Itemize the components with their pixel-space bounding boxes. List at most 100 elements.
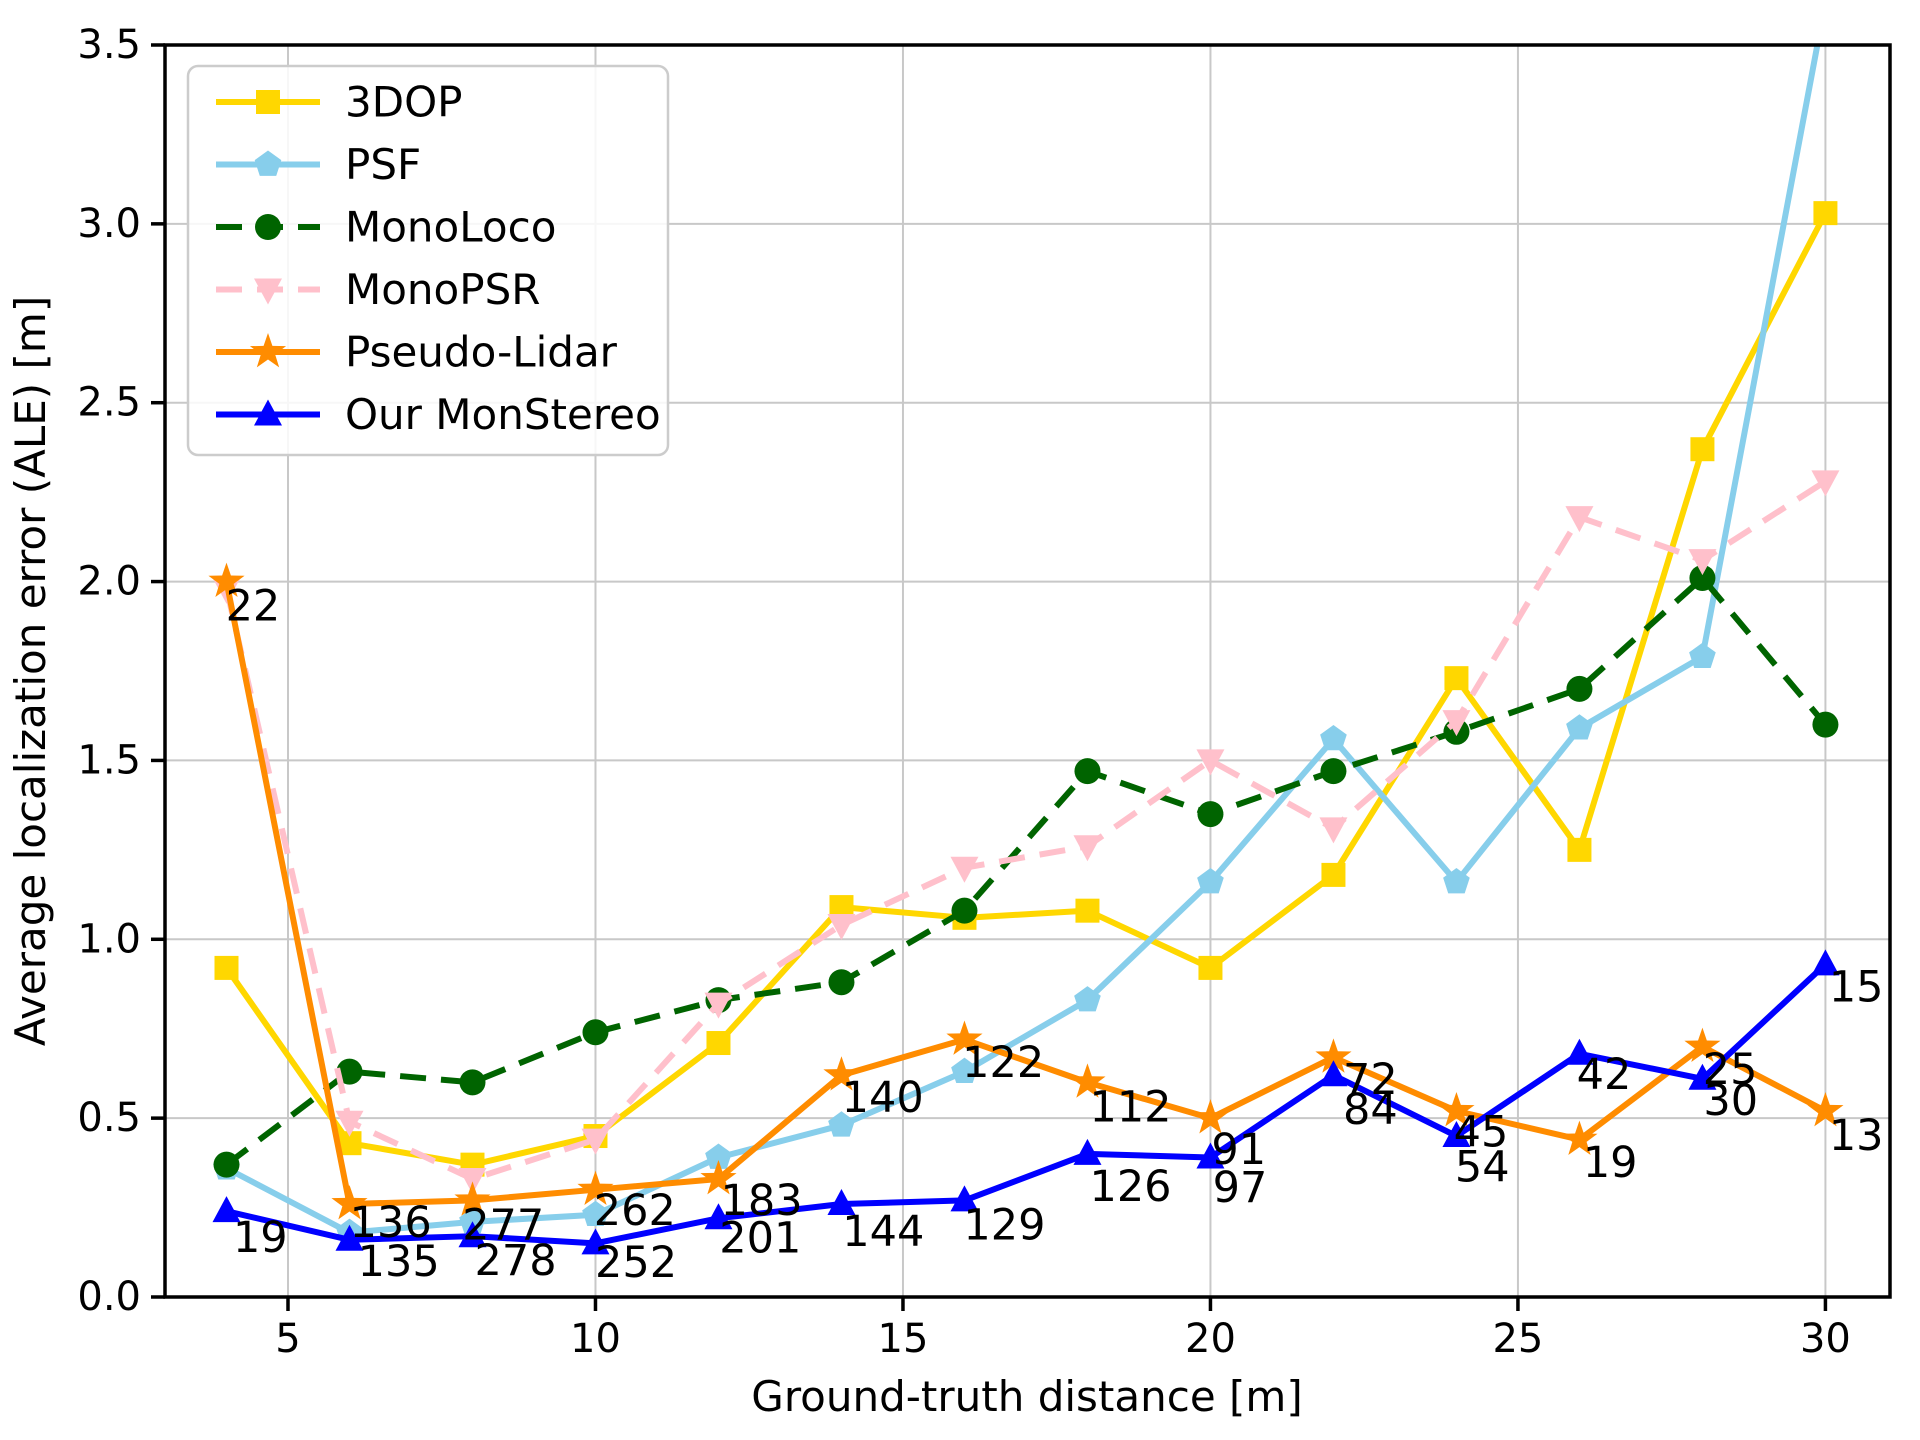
y-axis-label: Average localization error (ALE) [m]	[6, 296, 55, 1046]
count-annotation: 72	[1343, 1055, 1398, 1105]
square-marker	[1813, 201, 1838, 226]
count-annotation: 13	[1829, 1111, 1884, 1161]
pentagon-marker	[582, 1200, 609, 1227]
count-annotation: 252	[595, 1238, 677, 1288]
legend-label: MonoLoco	[345, 203, 556, 252]
star-marker	[1438, 1091, 1475, 1127]
count-annotation: 277	[462, 1200, 544, 1250]
x-axis-label: Ground-truth distance [m]	[751, 1372, 1302, 1421]
count-annotation: 122	[962, 1038, 1044, 1088]
circle-marker	[582, 1019, 609, 1046]
star-marker	[208, 562, 245, 597]
star-marker	[946, 1020, 983, 1055]
series-line	[223, 580, 1827, 1207]
plot-border	[163, 43, 1892, 1299]
square-marker	[214, 955, 239, 980]
pentagon-marker	[1197, 868, 1224, 894]
axes: 5 10 15 20 25 300.00.51.01.52.02.53.03.5	[77, 22, 1892, 1362]
circle-marker	[336, 1058, 363, 1085]
triangle-down-marker	[1688, 549, 1717, 576]
count-annotation: 19	[233, 1213, 288, 1263]
triangle-up-marker	[581, 1228, 610, 1255]
count-annotation: 84	[1343, 1085, 1398, 1135]
square-marker	[1321, 862, 1346, 887]
series-line	[225, 962, 1828, 1247]
y-tick-label: 0.5	[77, 1095, 141, 1141]
triangle-up-marker	[1073, 1138, 1102, 1165]
count-annotation: 136	[350, 1198, 432, 1248]
triangle-up-marker	[1811, 949, 1840, 976]
pentagon-marker	[459, 1207, 486, 1234]
triangle-down-marker	[581, 1128, 610, 1155]
triangle-up-marker	[1688, 1063, 1717, 1090]
series-line	[223, 478, 1828, 1182]
x-tick-label: 15	[878, 1316, 929, 1362]
count-annotation: 22	[226, 582, 281, 632]
circle-marker	[828, 969, 855, 996]
legend-entry: 3DOP	[216, 78, 462, 127]
star-marker	[249, 333, 287, 368]
triangle-down-marker	[827, 913, 856, 940]
count-annotation: 144	[842, 1207, 924, 1257]
series-line	[224, 211, 1829, 1168]
pentagon-marker	[1074, 986, 1101, 1012]
circle-marker	[1689, 564, 1716, 591]
count-annotation: 19	[1583, 1138, 1638, 1188]
triangle-up-marker	[254, 399, 282, 426]
triangle-down-marker	[704, 992, 733, 1019]
triangle-down-marker	[1073, 835, 1102, 862]
triangle-down-marker	[950, 856, 979, 883]
count-annotation: 15	[1829, 963, 1884, 1013]
circle-marker	[1197, 801, 1224, 828]
triangle-up-marker	[1565, 1038, 1594, 1065]
count-annotation: 42	[1577, 1050, 1632, 1100]
star-marker	[454, 1181, 491, 1216]
triangle-up-marker	[212, 1196, 241, 1223]
circle-marker	[255, 214, 281, 240]
data-series	[208, 45, 1844, 1255]
count-annotation: 30	[1703, 1076, 1758, 1126]
square-marker	[706, 1031, 731, 1056]
count-annotation: 201	[719, 1214, 801, 1264]
x-tick-label: 30	[1800, 1316, 1851, 1362]
series-line	[225, 45, 1821, 1236]
triangle-up-marker	[827, 1188, 856, 1215]
pentagon-marker	[1443, 868, 1470, 894]
star-marker	[700, 1159, 737, 1195]
y-tick-label: 1.5	[77, 737, 141, 783]
count-annotation: 278	[474, 1236, 556, 1286]
legend-label: MonoPSR	[345, 265, 540, 314]
legend-label: PSF	[345, 140, 421, 189]
pentagon-marker	[254, 150, 282, 176]
count-annotation: 112	[1089, 1082, 1171, 1132]
count-annotation: 25	[1703, 1045, 1758, 1095]
x-tick-label: 25	[1492, 1316, 1543, 1362]
star-marker	[1315, 1038, 1352, 1073]
legend-label: 3DOP	[345, 78, 462, 127]
y-tick-label: 3.0	[77, 201, 141, 247]
pentagon-marker	[951, 1057, 978, 1083]
triangle-down-marker	[1442, 710, 1471, 737]
pentagon-marker	[828, 1111, 855, 1137]
legend-entry: Pseudo-Lidar	[216, 328, 618, 377]
count-annotation: 135	[358, 1237, 440, 1287]
triangle-up-marker	[950, 1185, 979, 1212]
legend-entry: MonoPSR	[216, 265, 540, 314]
star-marker	[823, 1056, 860, 1091]
legend-entry: Our MonStereo	[216, 390, 661, 439]
series-pseudo-lidar	[208, 562, 1844, 1220]
count-annotation: 54	[1455, 1143, 1510, 1193]
circle-marker	[1320, 758, 1347, 785]
star-marker	[1561, 1120, 1598, 1155]
triangle-down-marker	[335, 1110, 364, 1137]
count-annotation: 45	[1454, 1107, 1509, 1157]
triangle-up-marker	[704, 1203, 733, 1230]
x-tick-label: 20	[1185, 1316, 1236, 1362]
square-marker	[1075, 898, 1100, 923]
triangle-up-marker	[1319, 1060, 1348, 1087]
legend-label: Pseudo-Lidar	[345, 328, 618, 377]
count-annotation: 91	[1211, 1125, 1266, 1175]
square-marker	[1567, 837, 1592, 862]
